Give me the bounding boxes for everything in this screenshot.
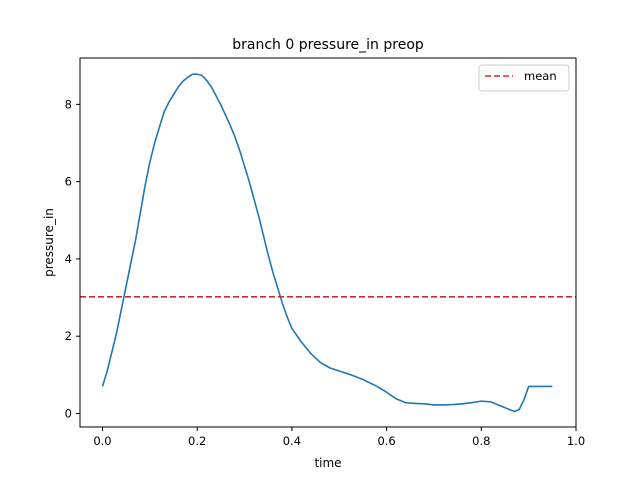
y-tick-label: 6 <box>65 175 72 189</box>
x-tick-label: 1.0 <box>567 434 585 448</box>
y-tick-label: 4 <box>65 252 72 266</box>
x-tick-label: 0.2 <box>188 434 206 448</box>
x-tick-label: 0.0 <box>93 434 111 448</box>
legend: mean <box>478 64 570 92</box>
x-axis-label: time <box>314 456 341 470</box>
x-axis-ticks: 0.0 0.2 0.4 0.6 0.8 1.0 <box>93 427 585 448</box>
y-axis-ticks: 0 2 4 6 8 <box>65 97 80 420</box>
y-axis-label: pressure_in <box>42 208 56 277</box>
legend-box <box>478 64 570 92</box>
x-tick-label: 0.6 <box>377 434 395 448</box>
axes-frame <box>79 57 577 428</box>
plot-area <box>79 57 577 428</box>
y-tick-label: 8 <box>65 97 72 111</box>
y-tick-label: 0 <box>65 406 72 420</box>
series-pressure-line <box>101 73 553 413</box>
y-tick-label: 2 <box>65 329 72 343</box>
x-tick-label: 0.8 <box>472 434 490 448</box>
chart-title: branch 0 pressure_in preop <box>232 37 424 53</box>
legend-mean-label: mean <box>524 69 557 83</box>
x-tick-label: 0.4 <box>283 434 301 448</box>
